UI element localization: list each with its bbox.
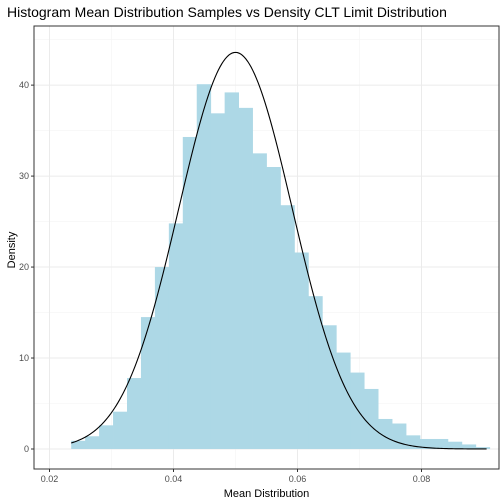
histogram-bar [140, 317, 156, 449]
histogram-bar [447, 441, 463, 449]
histogram-bar [85, 436, 100, 449]
histogram-bar [210, 113, 226, 449]
histogram-bar [154, 267, 170, 449]
x-tick-label: 0.06 [289, 474, 307, 484]
histogram-bar [364, 388, 379, 449]
histogram-bar [238, 107, 253, 449]
histogram-bar [433, 438, 449, 449]
histogram-bar [378, 418, 393, 449]
histogram-bar [113, 411, 128, 449]
y-tick-label: 30 [19, 171, 29, 181]
histogram-bar [280, 205, 295, 449]
panel-border [33, 25, 500, 470]
histogram-bar [308, 296, 323, 449]
x-tick-label: 0.08 [413, 474, 431, 484]
chart-title: Histogram Mean Distribution Samples vs D… [7, 4, 447, 20]
y-tick-label: 10 [19, 353, 29, 363]
y-tick-label: 20 [19, 262, 29, 272]
histogram-bar [461, 444, 477, 449]
histogram-bar [196, 84, 212, 449]
histogram-bar [322, 325, 337, 449]
y-tick-label: 0 [24, 444, 29, 454]
histogram-bar [224, 92, 239, 449]
histogram-bar [168, 223, 184, 449]
histogram-bar [252, 153, 267, 449]
histogram-bar [266, 166, 281, 449]
x-tick-label: 0.04 [165, 474, 183, 484]
x-tick-label: 0.02 [41, 474, 59, 484]
y-tick-label: 40 [19, 80, 29, 90]
histogram-bar [182, 136, 198, 449]
histogram-bar [419, 438, 435, 449]
y-axis-title: Density [6, 231, 18, 268]
histogram-bar [392, 423, 407, 449]
histogram-bar [336, 352, 351, 449]
histogram-bar [71, 440, 86, 449]
plot-panel: 0.02 0.04 0.06 0.08 0 10 20 30 40 [19, 25, 500, 484]
histogram-bar [475, 447, 491, 449]
histogram-bar [294, 252, 309, 449]
x-axis-title: Mean Distribution [224, 488, 310, 500]
histogram-bar [127, 378, 142, 449]
histogram-bar [99, 425, 114, 449]
histogram-bar [350, 372, 365, 449]
density-curve [71, 51, 487, 450]
